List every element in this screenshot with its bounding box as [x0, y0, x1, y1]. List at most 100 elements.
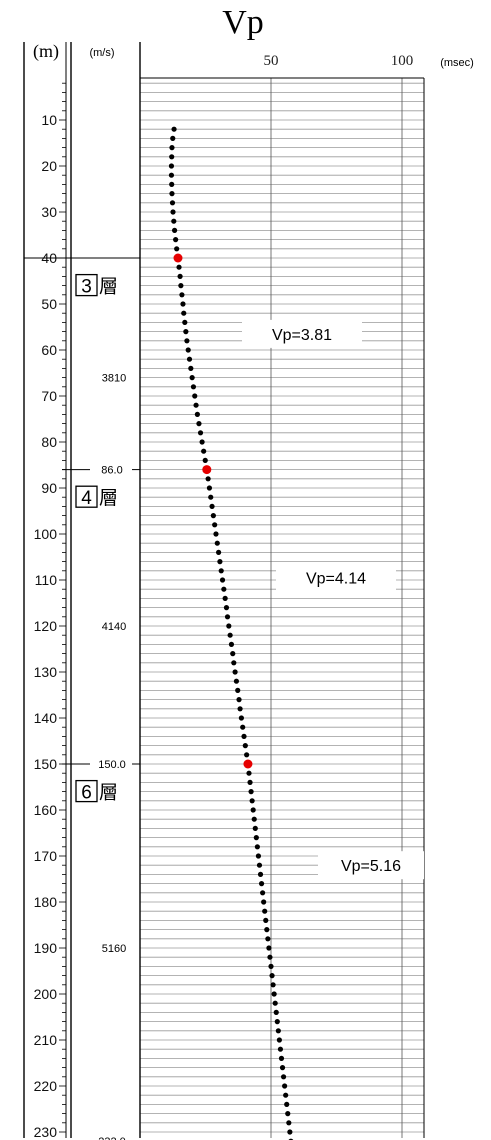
traveltime-points [168, 126, 294, 1140]
traveltime-point [241, 733, 247, 740]
traveltime-point [176, 264, 182, 270]
traveltime-point [276, 1037, 282, 1043]
depth-tick-label: 50 [41, 296, 57, 312]
traveltime-point [216, 549, 222, 556]
traveltime-point [194, 411, 200, 417]
depth-tick-label: 220 [34, 1078, 58, 1094]
traveltime-point [262, 908, 268, 914]
depth-tick-label: 140 [34, 710, 58, 726]
traveltime-point [217, 559, 223, 565]
traveltime-point [186, 356, 193, 362]
traveltime-point [171, 126, 177, 132]
traveltime-point [179, 292, 185, 298]
traveltime-point [188, 365, 194, 371]
traveltime-point [269, 973, 275, 979]
traveltime-point [237, 706, 243, 712]
traveltime-point [180, 301, 186, 307]
traveltime-point [199, 439, 205, 445]
depth-tick-label: 110 [35, 572, 58, 588]
traveltime-point [255, 853, 262, 859]
traveltime-point [182, 319, 188, 325]
traveltime-point [271, 991, 277, 997]
traveltime-point [231, 660, 237, 666]
depth-tick-label: 210 [34, 1032, 58, 1048]
traveltime-point [213, 531, 219, 537]
traveltime-point [169, 191, 175, 197]
traveltime-point [190, 384, 197, 390]
traveltime-point [185, 347, 191, 353]
time-axis-ticks: 50 100 [264, 53, 414, 69]
traveltime-point [170, 209, 176, 215]
layer-name: 層 [99, 783, 118, 804]
layer-number: 3 [81, 277, 92, 298]
traveltime-point [206, 485, 213, 491]
traveltime-point [249, 798, 255, 804]
traveltime-point [261, 899, 267, 905]
depth-unit-label: (m) [33, 41, 59, 62]
traveltime-point [263, 917, 269, 924]
layer-boundaries: 86.0 150.0 232.0 [24, 257, 140, 1140]
traveltime-point [278, 1055, 285, 1061]
traveltime-point [244, 752, 250, 758]
vp-label: Vp=4.14 [306, 571, 366, 588]
traveltime-point [202, 457, 208, 463]
traveltime-point [267, 954, 273, 960]
depth-tick-label: 170 [34, 848, 58, 864]
vp-label: Vp=5.16 [341, 858, 401, 875]
traveltime-point [219, 577, 226, 583]
traveltime-point [238, 715, 244, 721]
traveltime-point [265, 936, 271, 942]
traveltime-point [196, 421, 202, 427]
traveltime-point [240, 724, 246, 730]
traveltime-point [233, 678, 240, 684]
traveltime-point [205, 476, 211, 482]
traveltime-point [275, 1028, 281, 1034]
vp-label-bg [276, 563, 396, 592]
traveltime-point [251, 816, 257, 822]
traveltime-point [248, 789, 254, 795]
traveltime-point [247, 779, 253, 786]
traveltime-point [181, 310, 187, 316]
depth-tick-label: 130 [34, 664, 58, 680]
x-tick-label: 50 [264, 53, 279, 69]
layer-number-box [75, 485, 98, 508]
depth-tick-label: 190 [34, 940, 58, 956]
traveltime-point [174, 246, 180, 252]
traveltime-point [226, 623, 232, 629]
traveltime-point [169, 145, 175, 151]
depth-tick-label: 180 [34, 894, 58, 910]
vp-label-bg [318, 851, 424, 880]
traveltime-point [242, 743, 248, 749]
velocity-unit-label: (m/s) [89, 47, 114, 59]
depth-tick-label: 90 [41, 480, 57, 496]
traveltime-point [218, 568, 224, 574]
traveltime-point [169, 181, 175, 187]
depth-tick-label: 160 [34, 802, 58, 818]
traveltime-point [287, 1129, 293, 1135]
traveltime-point [171, 227, 178, 233]
traveltime-point [260, 890, 266, 896]
traveltime-point [282, 1083, 288, 1089]
traveltime-point [228, 641, 235, 648]
traveltime-point [279, 1065, 286, 1071]
traveltime-point [250, 807, 256, 813]
time-unit-label: (msec) [440, 57, 474, 69]
traveltime-point [209, 503, 215, 509]
traveltime-point [268, 963, 274, 970]
depth-tick-label: 120 [34, 618, 58, 634]
traveltime-point [193, 402, 199, 408]
traveltime-point [168, 163, 175, 169]
traveltime-point [273, 1009, 279, 1016]
traveltime-point [254, 844, 260, 850]
traveltime-point [284, 1101, 290, 1107]
depth-tick-label: 30 [41, 204, 57, 220]
boundary-depth-label: 150.0 [98, 759, 126, 771]
traveltime-point [270, 982, 276, 988]
traveltime-point [214, 540, 220, 546]
layer-name: 層 [99, 277, 118, 298]
traveltime-point [274, 1019, 280, 1025]
traveltime-point [236, 697, 242, 703]
traveltime-point [264, 927, 270, 933]
boundary-depth-label: 232.0 [98, 1136, 126, 1140]
